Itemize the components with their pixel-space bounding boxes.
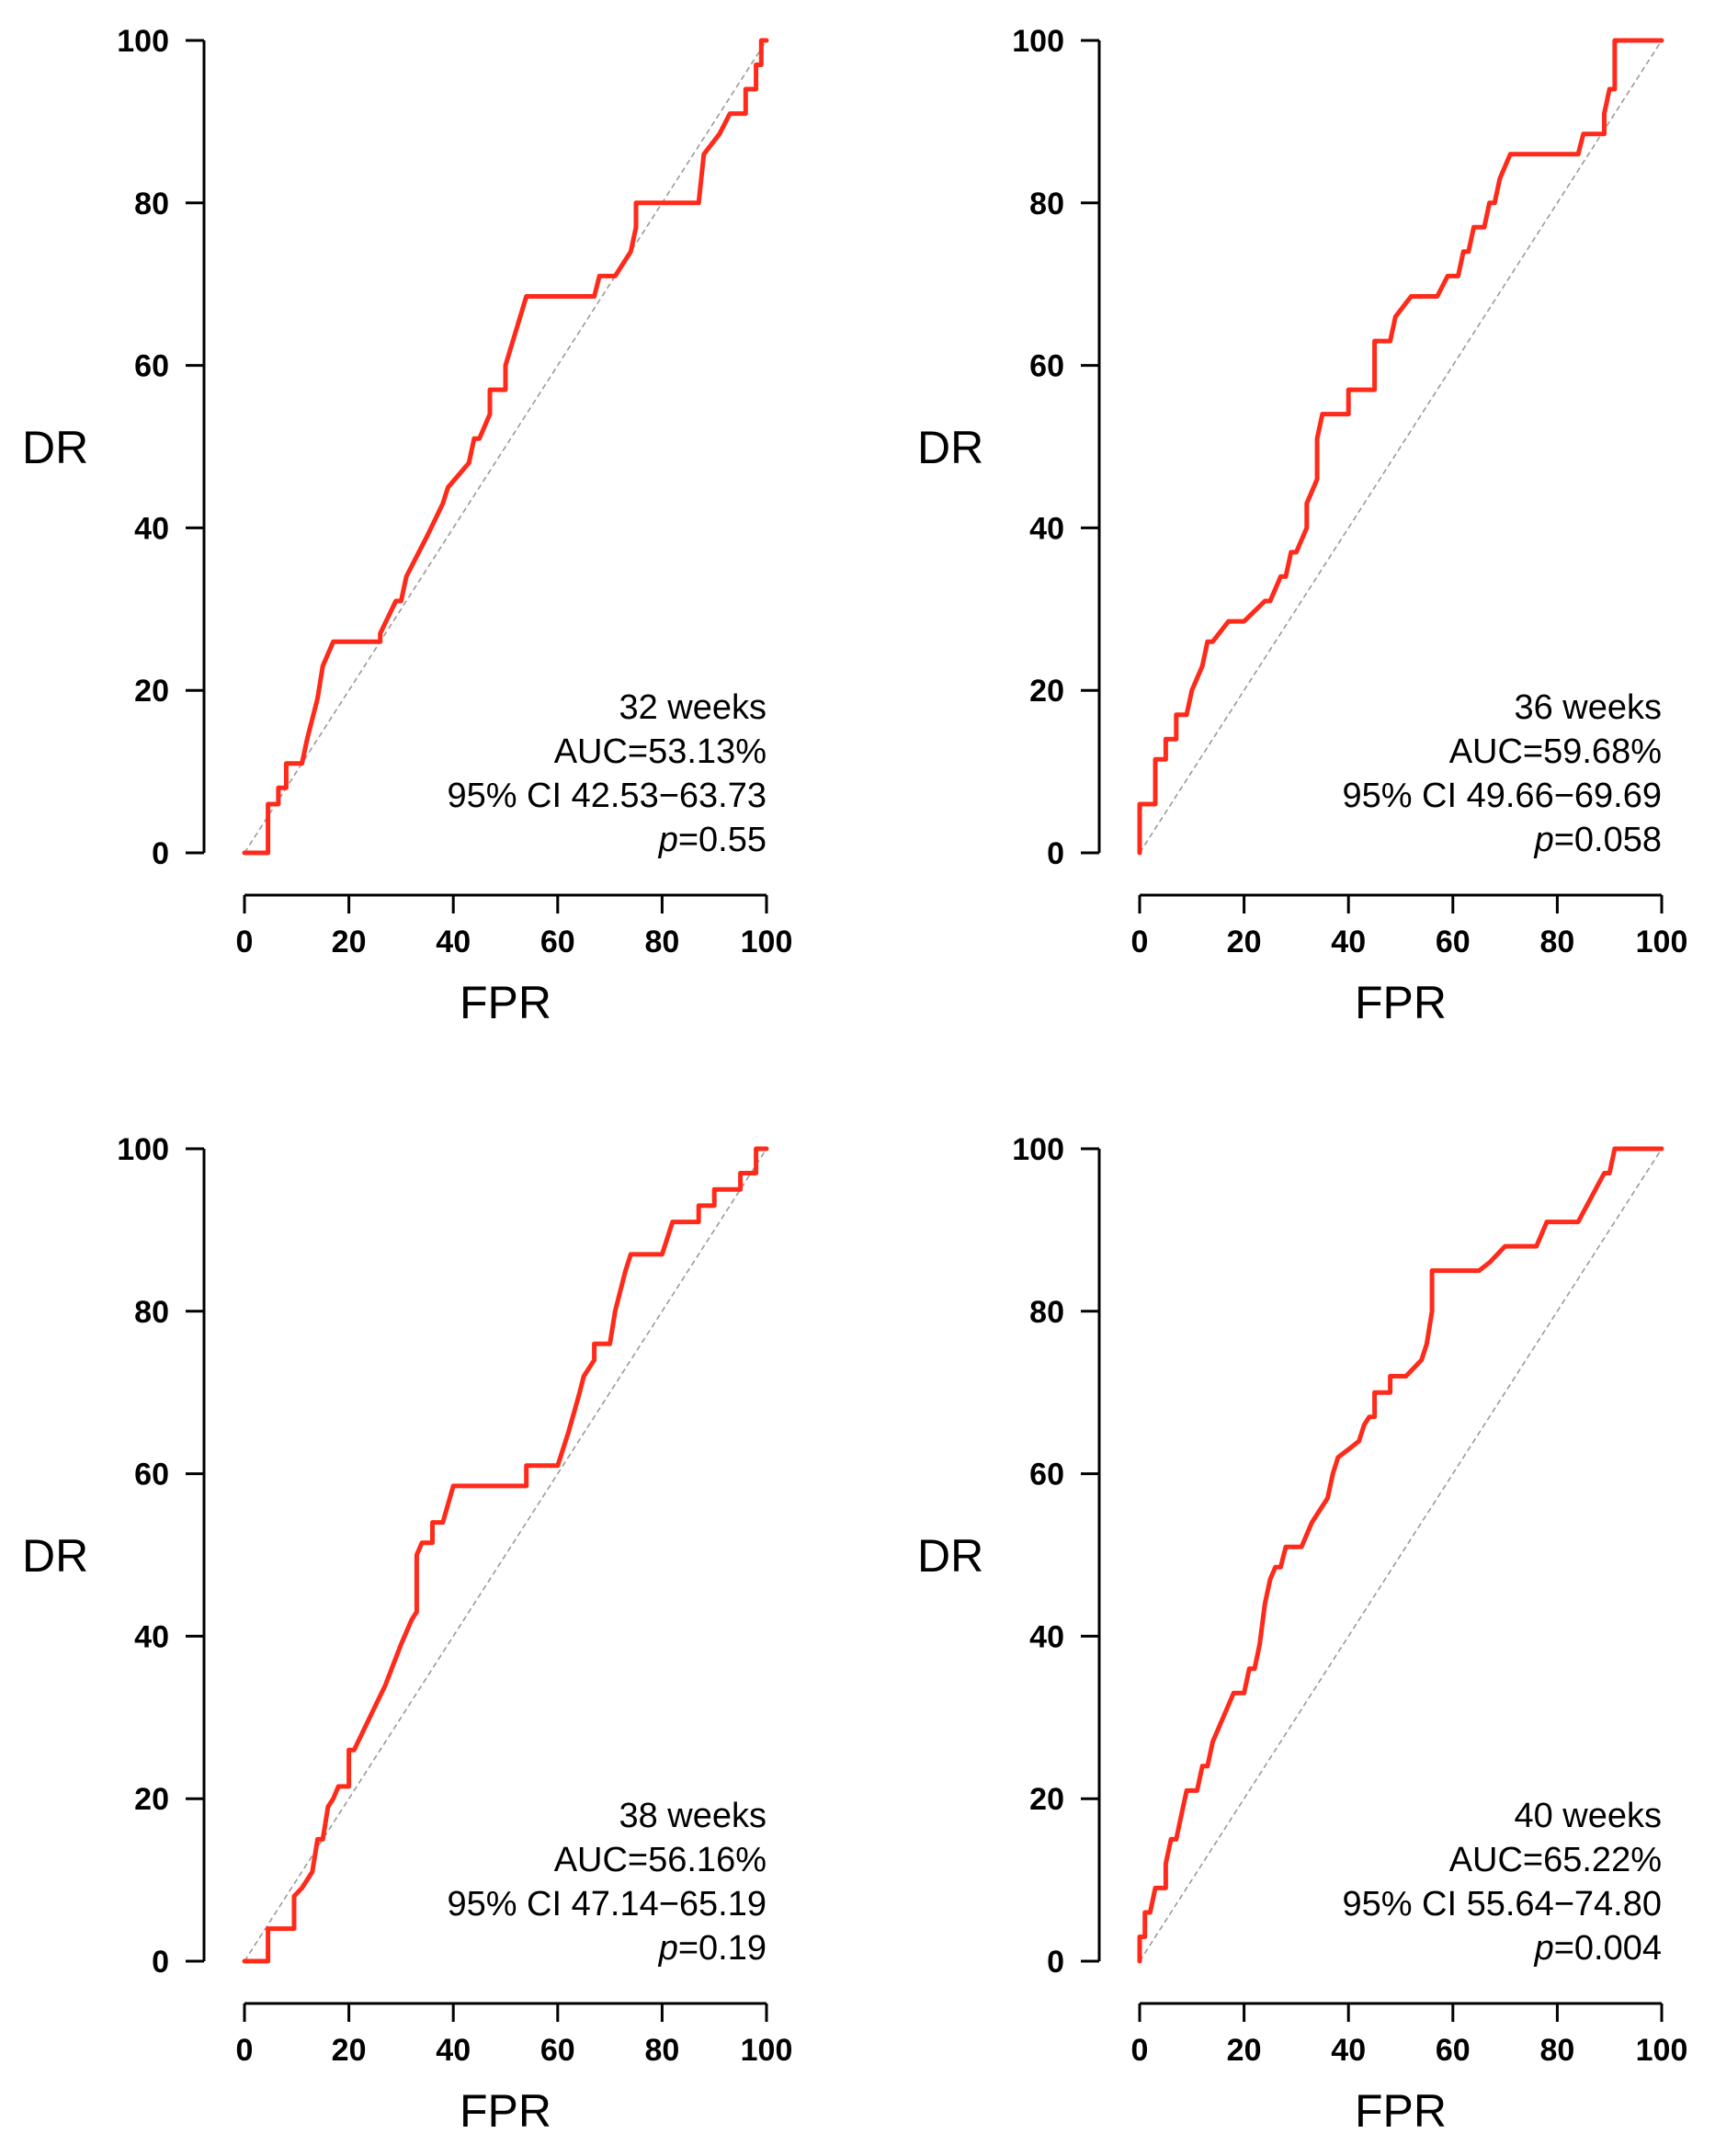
- x-tick-label: 20: [1227, 925, 1262, 959]
- y-tick-label: 20: [1029, 1782, 1064, 1817]
- y-tick-label: 40: [1029, 1619, 1064, 1654]
- x-tick-label: 80: [1539, 2033, 1574, 2068]
- x-axis-title: FPR: [1355, 2085, 1447, 2137]
- p-symbol: p: [658, 821, 678, 859]
- x-tick-label: 80: [644, 925, 679, 959]
- x-tick-label: 100: [1636, 2033, 1688, 2068]
- x-axis-title: FPR: [460, 977, 551, 1028]
- y-tick-label: 80: [1029, 187, 1064, 221]
- y-tick-label: 100: [1012, 24, 1064, 59]
- y-tick-label: 40: [1029, 511, 1064, 546]
- x-tick-label: 20: [1227, 2033, 1262, 2068]
- x-axis-title: FPR: [460, 2085, 551, 2137]
- p-value: p=0.004: [1534, 1929, 1662, 1968]
- y-tick-label: 0: [1047, 1945, 1064, 1980]
- x-tick-label: 0: [1131, 925, 1149, 959]
- roc-panel-3: 0 20 40 60 80 100 0 20 40 60 80 100 FPR DR 38 weeks AUC…: [22, 1132, 792, 2137]
- y-tick-label: 0: [152, 836, 169, 871]
- gestation-label: 38 weeks: [619, 1797, 767, 1835]
- y-tick-label: 100: [117, 24, 169, 59]
- p-value-number: =0.19: [678, 1929, 767, 1968]
- p-symbol: p: [1534, 1929, 1554, 1968]
- p-value-number: =0.058: [1554, 821, 1662, 859]
- x-tick-label: 40: [436, 925, 471, 959]
- y-axis-title: DR: [22, 1530, 88, 1582]
- x-tick-label: 40: [436, 2033, 471, 2068]
- confidence-interval: 95% CI 49.66−69.69: [1342, 777, 1662, 815]
- y-tick-label: 60: [134, 349, 169, 384]
- roc-curve-line: [242, 38, 769, 856]
- chance-diagonal-line: [244, 1148, 767, 1962]
- x-tick-label: 60: [1436, 925, 1471, 959]
- x-tick-label: 40: [1331, 2033, 1366, 2068]
- x-tick-label: 100: [741, 2033, 793, 2068]
- auc-value: AUC=53.13%: [554, 732, 767, 771]
- p-value: p=0.19: [658, 1929, 767, 1968]
- roc-curve-line: [1137, 38, 1664, 856]
- y-tick-label: 0: [1047, 836, 1064, 871]
- y-tick-label: 60: [1029, 349, 1064, 384]
- x-axis-title: FPR: [1355, 977, 1447, 1028]
- roc-panel-4: 0 20 40 60 80 100 0 20 40 60 80 100 FPR DR 40 weeks AUC…: [917, 1132, 1687, 2137]
- x-tick-label: 40: [1331, 925, 1366, 959]
- y-tick-label: 80: [1029, 1295, 1064, 1330]
- confidence-interval: 95% CI 47.14−65.19: [447, 1885, 767, 1923]
- auc-value: AUC=59.68%: [1449, 732, 1662, 771]
- chance-diagonal-line: [1139, 1148, 1663, 1962]
- p-symbol: p: [658, 1929, 678, 1968]
- roc-panel-2: 0 20 40 60 80 100 0 20 40 60 80 100 FPR DR 36 weeks AUC…: [917, 24, 1687, 1028]
- y-tick-label: 20: [1029, 674, 1064, 709]
- y-tick-label: 100: [117, 1132, 169, 1167]
- x-tick-label: 0: [1131, 2033, 1149, 2068]
- roc-panel-1: 0 20 40 60 80 100 0 20 40 60 80 100 FPR DR 32 weeks AUC…: [22, 24, 792, 1028]
- p-value: p=0.55: [658, 821, 767, 859]
- confidence-interval: 95% CI 42.53−63.73: [447, 777, 767, 815]
- y-tick-label: 80: [134, 187, 169, 221]
- y-axis-title: DR: [917, 1530, 983, 1582]
- x-tick-label: 80: [644, 2033, 679, 2068]
- p-value-number: =0.004: [1554, 1929, 1662, 1968]
- y-tick-label: 60: [1029, 1458, 1064, 1492]
- p-value-number: =0.55: [678, 821, 767, 859]
- y-axis-title: DR: [917, 422, 983, 473]
- y-tick-label: 80: [134, 1295, 169, 1330]
- roc-curve-line: [1137, 1146, 1664, 1964]
- x-tick-label: 100: [1636, 925, 1688, 959]
- auc-value: AUC=65.22%: [1449, 1841, 1662, 1879]
- x-tick-label: 20: [332, 2033, 367, 2068]
- x-tick-label: 0: [236, 925, 254, 959]
- x-tick-label: 0: [236, 2033, 254, 2068]
- confidence-interval: 95% CI 55.64−74.80: [1342, 1885, 1662, 1923]
- y-tick-label: 60: [134, 1458, 169, 1492]
- auc-value: AUC=56.16%: [554, 1841, 767, 1879]
- x-tick-label: 20: [332, 925, 367, 959]
- x-tick-label: 60: [540, 2033, 575, 2068]
- gestation-label: 40 weeks: [1514, 1797, 1662, 1835]
- x-tick-label: 80: [1539, 925, 1574, 959]
- chance-diagonal-line: [244, 40, 767, 854]
- gestation-label: 36 weeks: [1514, 688, 1662, 727]
- p-value: p=0.058: [1534, 821, 1662, 859]
- x-tick-label: 100: [741, 925, 793, 959]
- y-tick-label: 100: [1012, 1132, 1064, 1167]
- y-tick-label: 20: [134, 1782, 169, 1817]
- y-axis-title: DR: [22, 422, 88, 473]
- chance-diagonal-line: [1139, 40, 1663, 854]
- y-tick-label: 40: [134, 511, 169, 546]
- y-tick-label: 40: [134, 1619, 169, 1654]
- x-tick-label: 60: [540, 925, 575, 959]
- x-tick-label: 60: [1436, 2033, 1471, 2068]
- roc-curve-line: [242, 1146, 769, 1964]
- gestation-label: 32 weeks: [619, 688, 767, 727]
- y-tick-label: 20: [134, 674, 169, 709]
- y-tick-label: 0: [152, 1945, 169, 1980]
- p-symbol: p: [1534, 821, 1554, 859]
